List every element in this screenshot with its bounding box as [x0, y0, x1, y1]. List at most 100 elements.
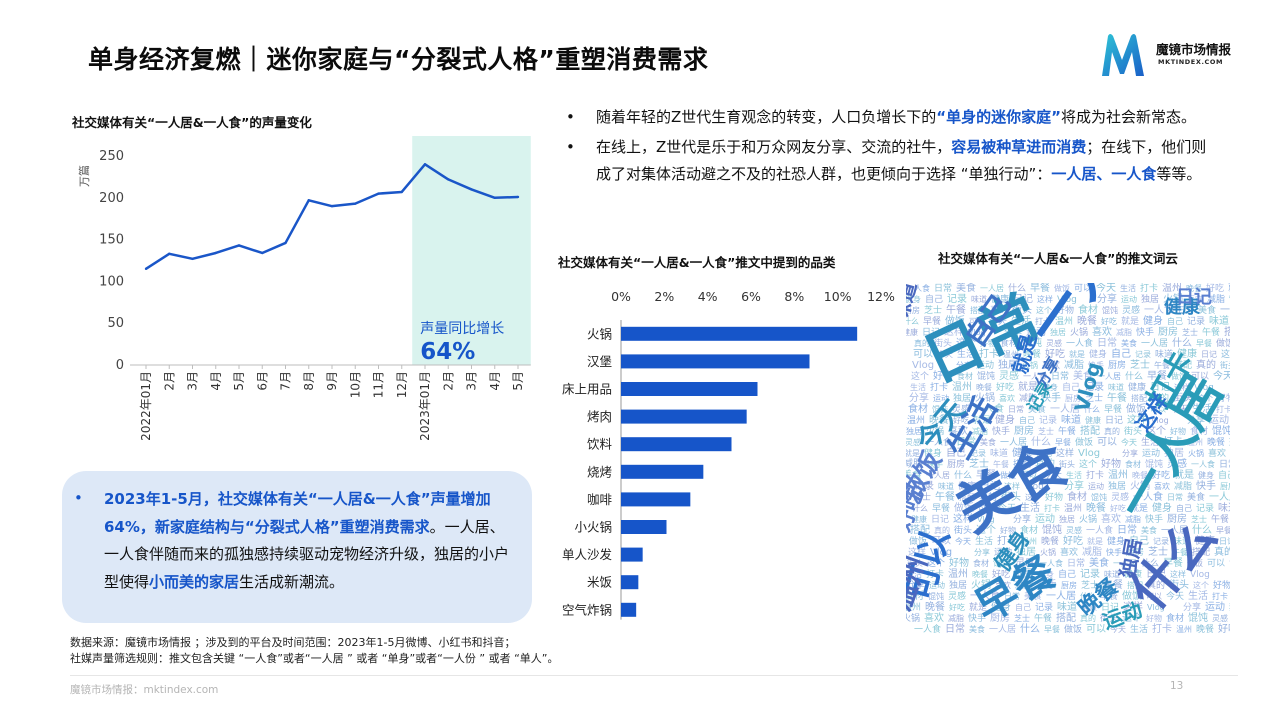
cloud-filler-word: 搭配 [1127, 580, 1143, 590]
cloud-filler-word: 好物 [1000, 525, 1016, 535]
cloud-filler-word: 午餐 [1172, 547, 1188, 557]
cloud-filler-word: 生活 [1120, 283, 1136, 293]
cloud-filler-word: 记录 [1080, 568, 1100, 580]
cloud-filler-word: 这样 [1056, 447, 1074, 459]
y-tick-label: 汉堡 [587, 354, 613, 369]
bar-chart: 0% 2% 4% 6% 8% 10% 12% 火锅汉堡床上用品烤肉饮料烧烤咖啡小火锅单人沙发米… [562, 289, 895, 620]
cloud-filler-word: 打卡 [979, 347, 999, 360]
cloud-filler-word: 日常 [1067, 557, 1085, 569]
cloud-filler-word: 这个 [1193, 580, 1209, 590]
cloud-filler-word: 火锅 [1070, 327, 1088, 338]
cloud-filler-word: 这样 [1221, 348, 1230, 360]
cloud-filler-word: 味道 [1155, 348, 1173, 360]
cloud-filler-word: 自己 [1015, 602, 1031, 612]
cloud-filler-word: 一人居 [1141, 338, 1168, 349]
insight-bullet-2: • 在线上，Z世代是乐于和万众网友分享、交流的社牛，容易被种草进而消费；在线下，… [566, 134, 1216, 189]
x-tick-label: 8% [784, 289, 804, 304]
cloud-filler-word: 分享 [1064, 479, 1084, 492]
cloud-filler-word: 运动 [1121, 294, 1137, 304]
summary-highlight-2: 小而美的家居 [149, 572, 240, 591]
summary-highlight: 2023年1-5月，社交媒体有关“一人居&一人食”声量增加64%，新家庭结构与“… [104, 490, 491, 536]
x-tick-label: 12月 [395, 371, 409, 398]
cloud-words: 一人食日常美食一人居什么早餐做饭可以今天生活打卡温州晚餐好吃就是健身自己记录味道… [906, 283, 1230, 633]
cloud-filler-word: 温州 [1003, 350, 1019, 359]
cloud-filler-word: 分享 [1097, 292, 1117, 305]
cloud-filler-word: 自己 [1111, 347, 1131, 360]
cloud-filler-word: 一人食 [974, 402, 1004, 415]
cloud-filler-word: Vlog [930, 547, 952, 558]
cloud-filler-word: 午餐 [1211, 513, 1229, 525]
cloud-filler-word: 街头 [1173, 391, 1193, 404]
cloud-filler-word: 今天 [1229, 556, 1230, 569]
cloud-filler-word: 馄饨 [993, 557, 1011, 569]
brand-name: 魔镜市场情报 [1156, 42, 1232, 57]
cloud-filler-word: 灵感 [952, 403, 970, 415]
cloud-filler-word: 街头 [1100, 612, 1118, 624]
cloud-filler-word: 做饭 [1000, 470, 1016, 480]
cloud-filler-word: 健康 [1012, 446, 1032, 459]
cloud-filler-word: 厨房 [1220, 481, 1230, 491]
cloud-filler-word: 运动 [1205, 601, 1225, 613]
cloud-filler-word: 搭配 [1013, 458, 1031, 470]
bar [621, 547, 643, 562]
cloud-filler-word: 分享 [906, 578, 925, 591]
cloud-filler-word: 运动 [1142, 448, 1160, 459]
cloud-filler-word: 记录 [1035, 602, 1053, 613]
cloud-filler-word: 快手 [1145, 513, 1163, 525]
data-point [214, 251, 217, 255]
cloud-filler-word: 好物 [949, 556, 969, 569]
cloud-filler-word: 食材 [906, 589, 924, 602]
data-point [330, 204, 334, 208]
cloud-filler-word: 打卡 [1086, 469, 1104, 481]
source-line-1: 数据来源：魔镜市场情报 ；涉及到的平台及时间范围：2023年1-5月微博、小红书… [70, 636, 516, 649]
cloud-filler-word: 街头 [1059, 459, 1075, 469]
cloud-filler-word: 好物 [980, 338, 996, 348]
cloud-filler-word: 街头 [954, 524, 972, 536]
cloud-filler-word: 灵感 [1111, 491, 1129, 503]
cloud-filler-word: 喜欢 [1060, 546, 1078, 558]
cloud-filler-word: 快手 [1037, 578, 1057, 591]
bullet-text: 将成为社会新常态。 [1061, 108, 1197, 126]
cloud-filler-word: 喜欢 [995, 580, 1011, 590]
cloud-filler-word: 早餐 [1100, 590, 1118, 602]
cloud-filler-word: 灵感 [1015, 556, 1035, 569]
cloud-filler-word: 喜欢 [1154, 481, 1170, 491]
cloud-filler-word: 食材 [973, 558, 989, 568]
cloud-filler-word: 可以 [1086, 624, 1106, 633]
cloud-filler-word: 火锅 [1040, 547, 1056, 557]
data-source-note: 数据来源：魔镜市场情报 ；涉及到的平台及时间范围：2023年1-5月微博、小红书… [70, 635, 558, 667]
cloud-filler-word: Vlog [1024, 482, 1044, 492]
cloud-filler-word: 味道 [1104, 569, 1120, 579]
cloud-filler-word: 自己 [1058, 568, 1076, 580]
cloud-filler-word: 做饭 [909, 535, 927, 547]
cloud-filler-word: 街头 [934, 337, 952, 349]
page-title: 单身经济复燃｜迷你家庭与“分裂式人格”重塑消费需求 [88, 45, 709, 74]
cloud-filler-word: 生活 [906, 569, 922, 579]
cloud-filler-word: 分享 [1013, 513, 1031, 525]
cloud-filler-word: 快手 [1088, 360, 1104, 370]
cloud-filler-word: 火锅 [1188, 448, 1204, 458]
cloud-filler-word: 独居 [953, 392, 971, 404]
cloud-filler-word: 好吃 [992, 568, 1010, 580]
cloud-filler-word: 日记 [931, 514, 949, 525]
cloud-filler-word: 做饭 [1122, 589, 1142, 602]
cloud-filler-word: 一人食 [914, 623, 941, 633]
cloud-filler-word: 分享 [1122, 448, 1138, 458]
cloud-filler-word: 什么 [1031, 436, 1051, 448]
cloud-filler-word: 就是 [1018, 380, 1038, 393]
cloud-filler-word: 健身 [1038, 569, 1054, 579]
cloud-filler-word: 打卡 [997, 534, 1017, 547]
cloud-filler-word: 灵感 [1212, 613, 1228, 623]
cloud-filler-word: 日记 [1036, 449, 1052, 458]
cloud-filler-word: 可以 [931, 536, 951, 547]
cloud-filler-word: 火锅 [1163, 293, 1183, 305]
cloud-filler-word: 食材 [1190, 425, 1208, 437]
cloud-filler-word: 美食 [1187, 491, 1205, 503]
x-tick-label: 6月 [255, 371, 269, 391]
cloud-filler-word: 生活 [1066, 470, 1082, 480]
bar [621, 575, 639, 590]
cloud-filler-word: 灵感 [1122, 304, 1140, 316]
cloud-filler-word: 健身 [924, 447, 942, 459]
cloud-filler-word: 真的 [1214, 545, 1230, 558]
brand-logo: 魔镜市场情报 MKTINDEX.COM [1098, 30, 1248, 80]
